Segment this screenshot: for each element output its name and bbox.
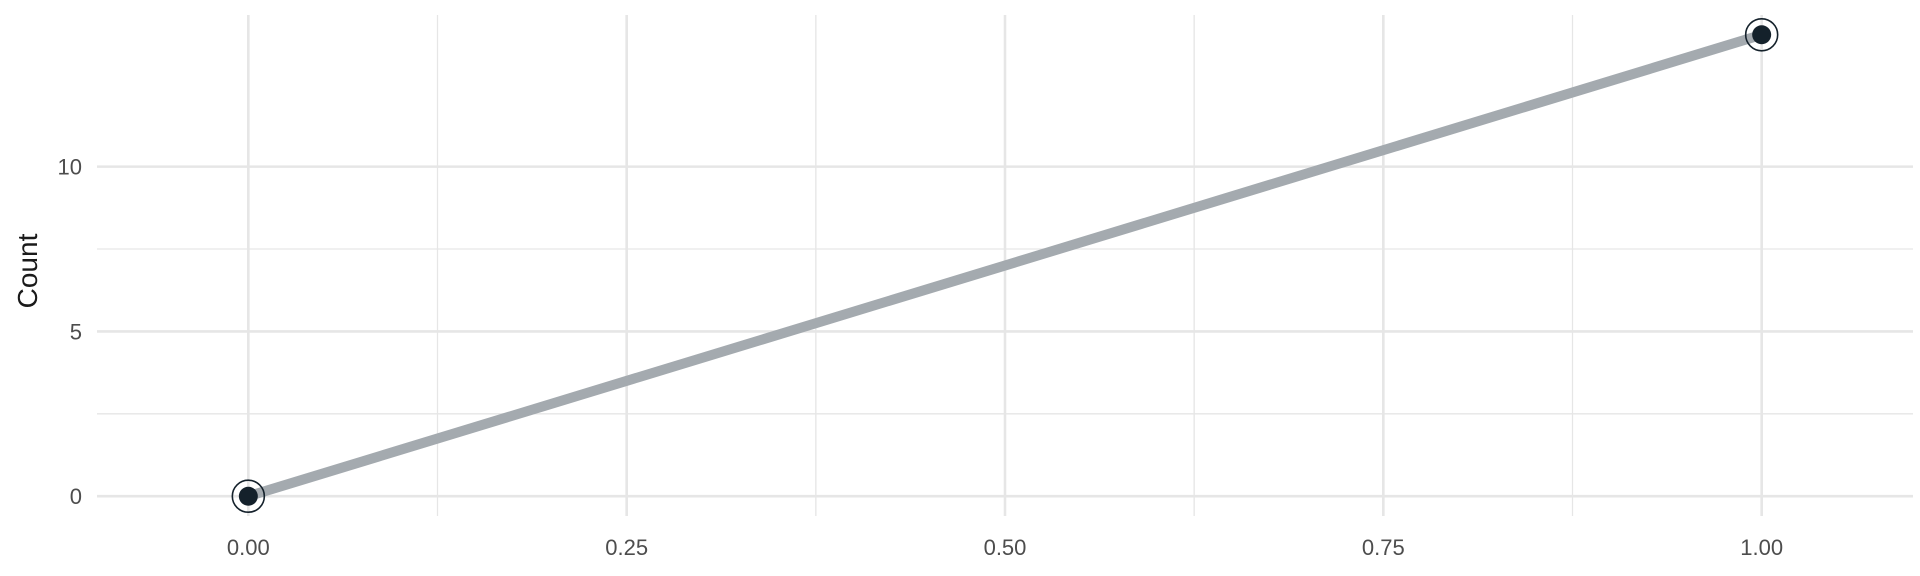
data-point-ring	[231, 479, 266, 514]
point-layer	[231, 17, 1779, 514]
x-tick-label: 1.00	[1740, 535, 1783, 560]
y-tick-label: 10	[58, 155, 82, 180]
data-point-ring	[1744, 17, 1779, 52]
x-tick-label: 0.50	[984, 535, 1027, 560]
x-axis-ticks: 0.00 0.25 0.50 0.75 1.00	[227, 535, 1783, 560]
y-tick-label: 0	[70, 484, 82, 509]
x-tick-label: 0.75	[1362, 535, 1405, 560]
x-tick-label: 0.25	[605, 535, 648, 560]
y-axis-title: Count	[12, 233, 43, 308]
x-tick-label: 0.00	[227, 535, 270, 560]
data-point	[238, 486, 258, 506]
y-tick-label: 5	[70, 319, 82, 344]
series-line	[246, 29, 1764, 502]
grid-layer	[97, 15, 1913, 516]
series-layer	[246, 29, 1764, 502]
y-axis-ticks: 0 5 10	[58, 155, 82, 510]
data-point	[1752, 25, 1772, 45]
